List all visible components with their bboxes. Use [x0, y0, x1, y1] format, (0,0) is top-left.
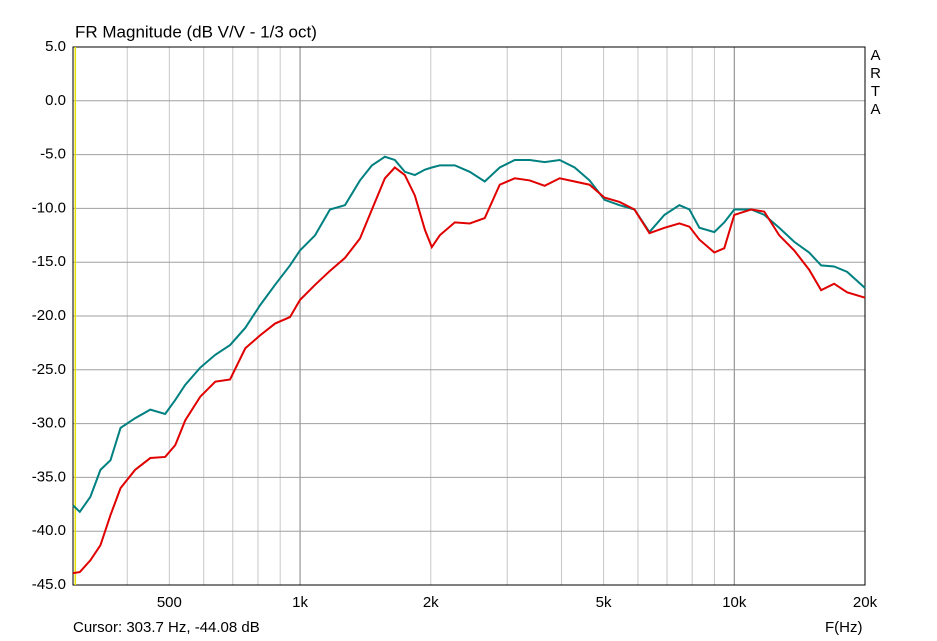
x-tick-label: 1k: [292, 594, 308, 611]
series-line: [72, 166, 866, 575]
y-tick-label: -15.0: [32, 253, 66, 270]
y-tick-label: -30.0: [32, 415, 66, 432]
y-tick-label: -5.0: [40, 146, 66, 163]
y-tick-label: -20.0: [32, 307, 66, 324]
y-tick-label: -25.0: [32, 361, 66, 378]
x-tick-label: 500: [157, 594, 182, 611]
y-tick-label: 5.0: [45, 38, 66, 55]
y-tick-label: -10.0: [32, 199, 66, 216]
brand: ARTA: [867, 47, 884, 119]
x-axis-label: F(Hz): [825, 619, 863, 636]
y-tick-label: -45.0: [32, 576, 66, 593]
x-tick-label: 20k: [853, 594, 878, 611]
chart-title: FR Magnitude (dB V/V - 1/3 oct): [75, 22, 317, 41]
series-line: [72, 155, 866, 514]
y-tick-label: 0.0: [45, 92, 66, 109]
x-tick-label: 10k: [722, 594, 747, 611]
y-tick-label: -40.0: [32, 522, 66, 539]
x-tick-label: 2k: [423, 594, 439, 611]
cursor-readout: Cursor: 303.7 Hz, -44.08 dB: [73, 619, 260, 636]
x-tick-label: 5k: [596, 594, 612, 611]
plot-frame: [72, 46, 866, 586]
y-tick-label: -35.0: [32, 468, 66, 485]
